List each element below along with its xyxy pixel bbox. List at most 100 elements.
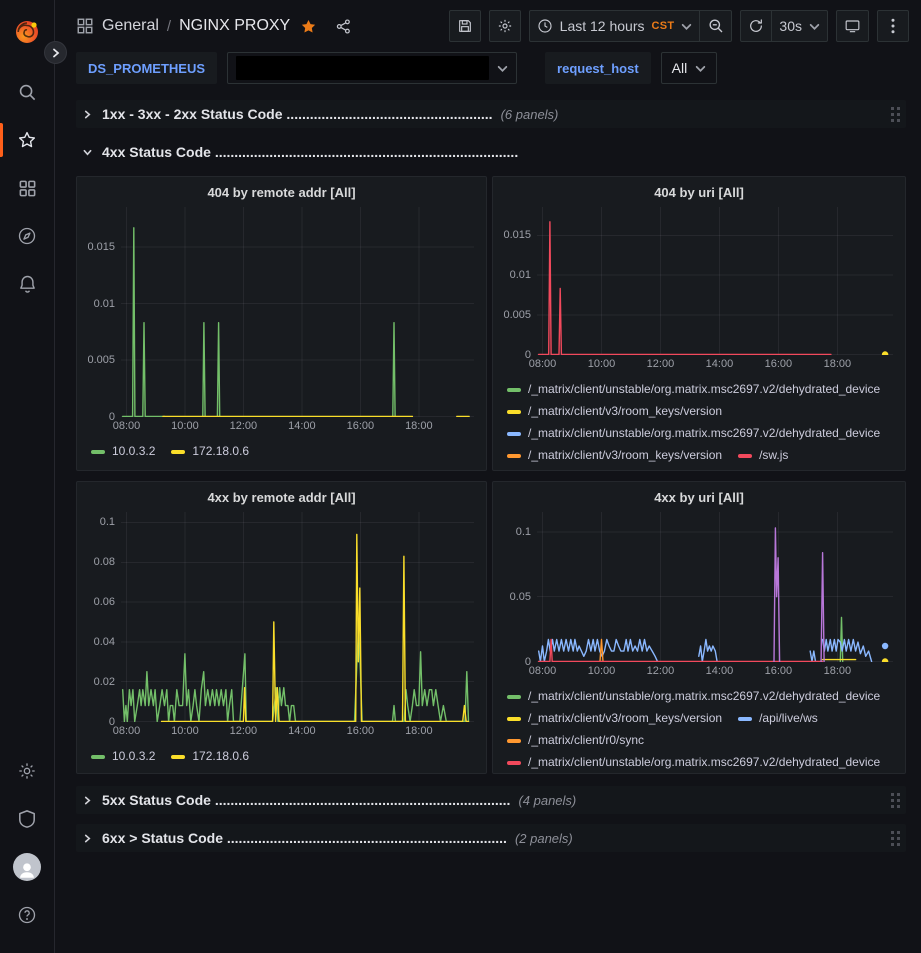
panel-404-by-remote-addr-all: 404 by remote addr [All] 0 0.005 0.01 0.015 0… bbox=[76, 176, 487, 471]
legend-label: 10.0.3.2 bbox=[112, 444, 156, 458]
panel-title[interactable]: 404 by remote addr [All] bbox=[207, 184, 356, 200]
x-tick-label: 16:00 bbox=[346, 420, 375, 432]
grafana-logo[interactable] bbox=[0, 10, 54, 54]
dashboard-title[interactable]: NGINX PROXY bbox=[179, 17, 291, 34]
legend-item[interactable]: /_matrix/client/unstable/org.matrix.msc2… bbox=[507, 688, 880, 705]
chevron-right-icon bbox=[80, 796, 94, 805]
drag-handle-icon[interactable] bbox=[891, 830, 900, 846]
clock-icon bbox=[538, 19, 552, 33]
sidebar-item-alerting[interactable] bbox=[0, 260, 54, 308]
y-tick-label: 0.01 bbox=[509, 269, 531, 282]
legend-item[interactable]: /_matrix/client/unstable/org.matrix.msc2… bbox=[507, 754, 880, 771]
legend-swatch bbox=[171, 449, 186, 454]
chart-plot[interactable] bbox=[537, 512, 893, 662]
legend-item[interactable]: 172.18.0.6 bbox=[171, 443, 249, 460]
panel-title[interactable]: 4xx by uri [All] bbox=[654, 489, 744, 505]
sidebar-item-explore[interactable] bbox=[0, 212, 54, 260]
breadcrumb-divider: / bbox=[166, 17, 172, 35]
dashboard-canvas: 1xx - 3xx - 2xx Status Code ............… bbox=[55, 92, 921, 953]
legend-item[interactable]: /_matrix/client/r0/sync bbox=[507, 732, 644, 749]
x-tick-label: 14:00 bbox=[288, 420, 316, 432]
breadcrumb-folder[interactable]: General bbox=[102, 17, 159, 34]
favorite-star-icon[interactable] bbox=[300, 18, 317, 35]
legend-item[interactable]: /_matrix/client/unstable/org.matrix.msc2… bbox=[507, 425, 880, 442]
panel-title[interactable]: 404 by uri [All] bbox=[654, 184, 744, 200]
bell-icon bbox=[19, 275, 35, 293]
drag-handle-icon[interactable] bbox=[891, 106, 900, 122]
sidebar-expand-button[interactable] bbox=[44, 41, 67, 64]
legend-item[interactable]: /_matrix/client/v3/room_keys/version bbox=[507, 447, 722, 464]
gear-icon bbox=[498, 19, 511, 33]
chart-plot[interactable] bbox=[121, 207, 474, 417]
x-tick-label: 18:00 bbox=[823, 358, 852, 370]
grafana-logo-icon bbox=[16, 21, 38, 43]
panels-grid: 404 by remote addr [All] 0 0.005 0.01 0.015 0… bbox=[76, 176, 906, 774]
sidebar-item-configuration[interactable] bbox=[0, 747, 54, 795]
legend-item[interactable]: 10.0.3.2 bbox=[91, 443, 155, 460]
drag-handle-icon[interactable] bbox=[891, 792, 900, 808]
sidebar-item-profile[interactable] bbox=[0, 843, 54, 891]
sidebar-item-search[interactable] bbox=[0, 68, 54, 116]
sidebar-item-server-admin[interactable] bbox=[0, 795, 54, 843]
legend-item[interactable]: 10.0.3.2 bbox=[91, 748, 155, 765]
gear-icon bbox=[19, 763, 35, 779]
sidebar-item-help[interactable] bbox=[0, 891, 54, 939]
row-6xx[interactable]: 6xx > Status Code ......................… bbox=[76, 824, 906, 852]
x-tick-label: 10:00 bbox=[587, 358, 616, 370]
x-tick-label: 08:00 bbox=[112, 725, 141, 737]
legend-item[interactable]: /_matrix/client/v3/room_keys/version bbox=[507, 403, 722, 420]
redacted-value bbox=[236, 56, 490, 80]
dashboard-settings-button[interactable] bbox=[488, 10, 521, 42]
row-title: 6xx > Status Code ......................… bbox=[102, 830, 507, 846]
y-tick-label: 0.04 bbox=[93, 635, 115, 648]
more-options-button[interactable] bbox=[877, 10, 909, 42]
star-icon bbox=[18, 131, 36, 148]
save-dashboard-button[interactable] bbox=[448, 10, 481, 42]
y-tick-label: 0.015 bbox=[503, 229, 531, 242]
share-icon[interactable] bbox=[335, 18, 352, 35]
chevron-down-icon bbox=[695, 63, 706, 74]
legend-label: /api/live/ws bbox=[759, 711, 818, 725]
x-tick-label: 16:00 bbox=[764, 358, 793, 370]
legend-item[interactable]: /sw.js bbox=[738, 447, 788, 464]
datasource-variable-label: DS_PROMETHEUS bbox=[76, 52, 218, 84]
row-5xx[interactable]: 5xx Status Code ........................… bbox=[76, 786, 906, 814]
legend-swatch bbox=[507, 453, 521, 458]
chevron-right-icon bbox=[52, 48, 59, 57]
dashboards-grid-icon bbox=[19, 180, 35, 196]
y-tick-label: 0.05 bbox=[509, 590, 531, 603]
chevron-down-icon bbox=[809, 21, 820, 32]
datasource-variable-select[interactable] bbox=[227, 52, 518, 84]
refresh-button[interactable] bbox=[740, 10, 773, 42]
request-host-variable-select[interactable]: All bbox=[660, 52, 718, 84]
panel-404-by-uri-all: 404 by uri [All] 0 0.005 0.01 0.015 08:00 10:0… bbox=[492, 176, 906, 471]
y-tick-label: 0.005 bbox=[503, 308, 531, 321]
legend-item[interactable]: /api/live/ws bbox=[738, 710, 818, 727]
panel-title[interactable]: 4xx by remote addr [All] bbox=[207, 489, 356, 505]
x-tick-label: 08:00 bbox=[528, 665, 557, 677]
row-4xx[interactable]: 4xx Status Code ........................… bbox=[76, 138, 906, 166]
chevron-right-icon bbox=[80, 110, 94, 119]
chevron-down-icon bbox=[497, 63, 508, 74]
chevron-down-icon bbox=[80, 148, 94, 157]
x-tick-label: 18:00 bbox=[405, 420, 433, 432]
legend-item[interactable]: /_matrix/client/v3/room_keys/version bbox=[507, 710, 722, 727]
sidebar-item-starred[interactable] bbox=[0, 116, 54, 164]
chart-plot[interactable] bbox=[121, 512, 474, 722]
legend-item[interactable]: 172.18.0.6 bbox=[171, 748, 249, 765]
cycle-view-button[interactable] bbox=[836, 10, 869, 42]
legend-item[interactable]: /_matrix/client/unstable/org.matrix.msc2… bbox=[507, 381, 880, 398]
zoom-out-time-button[interactable] bbox=[700, 10, 733, 42]
time-range-picker[interactable]: Last 12 hours CST bbox=[528, 10, 701, 42]
y-tick-label: 0.01 bbox=[93, 297, 115, 310]
sidebar-item-dashboards[interactable] bbox=[0, 164, 54, 212]
chart-plot[interactable] bbox=[537, 207, 893, 355]
refresh-interval-picker[interactable]: 30s bbox=[772, 10, 828, 42]
shield-icon bbox=[19, 810, 35, 828]
legend-swatch bbox=[171, 754, 186, 759]
zoom-out-icon bbox=[709, 19, 723, 33]
request-host-value: All bbox=[671, 60, 688, 76]
row-1xx-3xx-2xx[interactable]: 1xx - 3xx - 2xx Status Code ............… bbox=[76, 100, 906, 128]
sidebar-bottom bbox=[0, 747, 54, 939]
tv-monitor-icon bbox=[845, 20, 860, 33]
